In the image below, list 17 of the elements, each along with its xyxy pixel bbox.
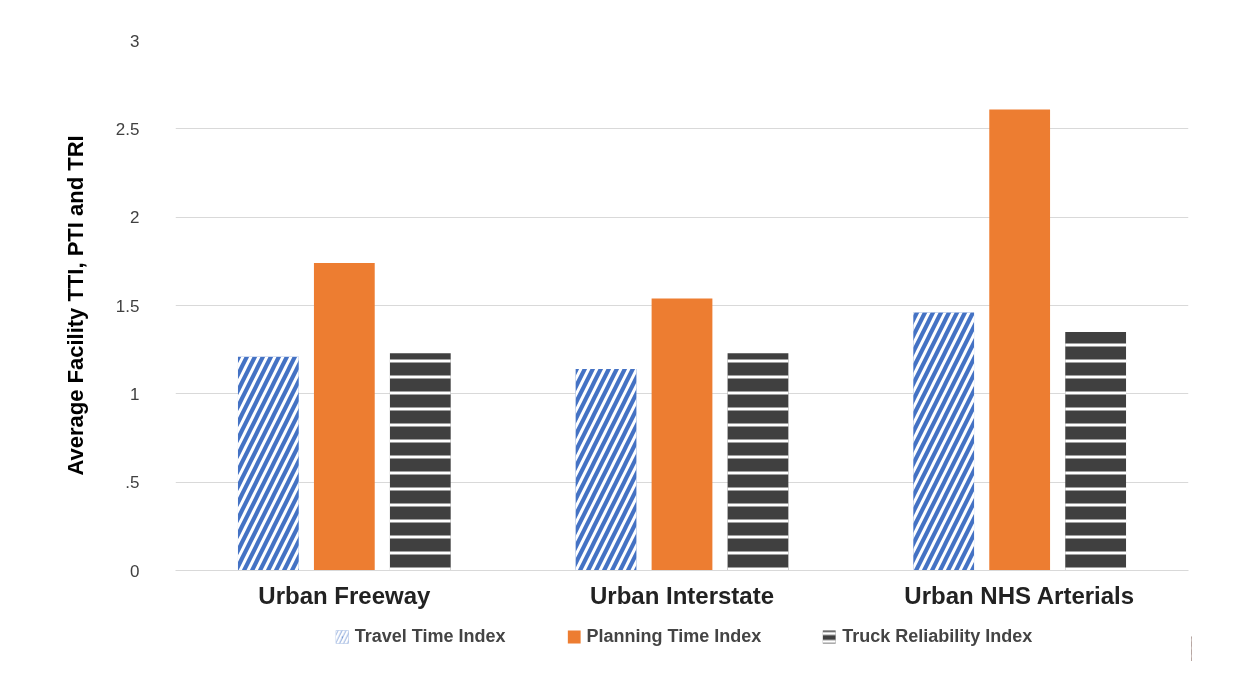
x-tick-label: Urban NHS Arterials: [904, 581, 1135, 609]
legend-label: Truck Reliability Index: [842, 625, 1033, 647]
y-tick-label: 2.5: [115, 119, 140, 139]
x-tick-label: Urban Freeway: [258, 581, 432, 609]
bar: [651, 298, 713, 571]
y-axis-title: Average Facility TTI, PTI and TRI: [62, 135, 88, 476]
y-tick-label: .5: [125, 473, 140, 493]
y-tick-label: 0: [130, 561, 140, 581]
legend-label: Planning Time Index: [586, 625, 762, 647]
y-tick-label: 3: [130, 31, 140, 51]
x-tick-label: Urban Interstate: [589, 581, 775, 609]
y-tick-label: 1: [130, 384, 140, 404]
bar: [989, 109, 1051, 571]
bar: [313, 263, 375, 571]
y-tick-label: 1.5: [115, 296, 140, 316]
y-tick-label: 2: [130, 208, 140, 228]
legend-label: Travel Time Index: [354, 625, 506, 647]
